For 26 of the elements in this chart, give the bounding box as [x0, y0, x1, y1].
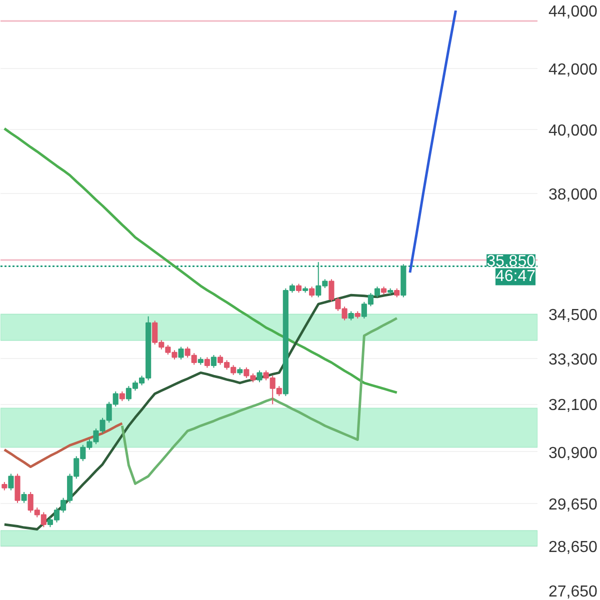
y-tick-label: 33,300 [548, 351, 598, 368]
y-tick-label: 27,650 [548, 584, 598, 600]
candlestick [309, 286, 315, 298]
y-tick-label: 34,500 [548, 307, 598, 324]
line-series [3, 422, 124, 468]
y-tick-label: 28,650 [548, 539, 598, 556]
candlestick [21, 491, 27, 504]
line-series [3, 127, 398, 394]
candlestick [210, 354, 217, 368]
candlestick [204, 356, 210, 368]
y-tick-label: 42,000 [548, 62, 598, 79]
candlestick [348, 310, 354, 321]
candlestick [178, 346, 184, 360]
y-tick-label: 38,000 [548, 186, 598, 204]
line-series [120, 316, 398, 485]
y-tick-label: 30,900 [548, 444, 598, 462]
y-tick-label: 32,100 [548, 397, 598, 414]
y-tick-label: 29,650 [548, 496, 598, 514]
y-tick-label: 44,000 [548, 4, 598, 20]
annotation: 46:47 [495, 268, 536, 286]
candlestick [119, 390, 125, 402]
line-series [408, 10, 457, 274]
ref-line-label: 35,850 [486, 253, 536, 270]
candlestick [8, 473, 14, 491]
y-tick-label: 40,000 [548, 122, 598, 140]
candlestick [256, 370, 262, 383]
